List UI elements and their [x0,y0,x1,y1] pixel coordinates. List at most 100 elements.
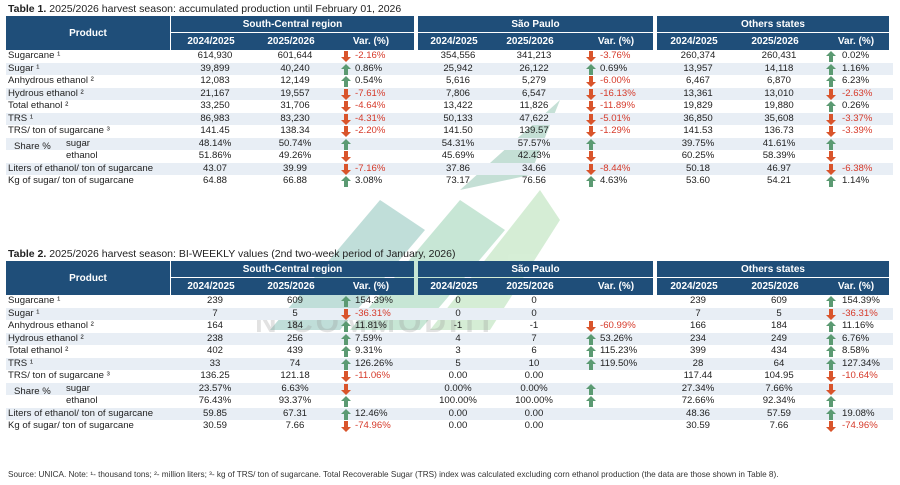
variation-value: -36.31% [842,307,878,319]
cell-value: 136.25 [200,370,230,381]
cell-value: 93.37% [278,395,312,406]
arrow-up-icon [826,396,836,407]
cell-value: 439 [286,345,303,356]
arrow-up-icon [341,76,351,87]
cell-value: 12,149 [280,75,310,86]
cell-value: 117.44 [683,370,713,381]
cell-value: 601,644 [277,50,313,61]
cell-value: 609 [770,295,787,306]
cell-value: 13,010 [764,87,794,99]
variation-value: 9.31% [355,345,383,356]
cell-value: 141.50 [443,125,473,136]
cell-value: 30.59 [202,420,227,431]
cell-value: 260,374 [680,50,716,61]
variation-value: -2.20% [355,125,386,136]
cell-value: 57.59 [766,407,791,419]
arrow-up-icon [586,138,596,150]
arrow-up-icon [826,176,836,187]
row-label: Total ethanol ² [8,100,69,111]
row-label: Sugarcane ¹ [8,295,61,306]
cell-value: 7 [695,307,701,319]
cell-value: 11,826 [519,100,549,111]
cell-value: 4 [455,332,461,344]
cell-value: 7 [531,332,537,344]
arrow-up-icon [341,346,351,357]
arrow-up-icon [826,408,836,420]
arrow-up-icon [341,296,351,307]
variation-value: -6.38% [842,162,873,174]
arrow-down-icon [586,88,596,100]
cell-value: 0.00 [524,370,544,381]
variation-value: -6.00% [600,75,631,86]
arrow-up-icon [341,396,351,407]
row-label: ethanol [66,150,98,161]
arrow-down-icon [586,113,596,125]
variation-value: 119.50% [600,357,638,369]
table-row: Sugarcane ¹ 614,930 601,644 -2.16% 354,556 34… [6,50,893,63]
cell-value: 25,942 [443,62,473,74]
variation-value: -74.96% [842,420,878,431]
variation-value: 53.26% [600,332,633,344]
table-row: Total ethanol ² 402 439 9.31% 3 6 115.23% 399 43… [6,345,893,358]
table-row: TRS ¹ 33 74 126.26% 5 10 119.50% 28 64 127.34% [6,357,893,370]
table-row: sugar Share % 48.14% 50.74% 54.31% 57.57% 39.7… [6,137,893,152]
cell-value: 72.66% [681,395,715,406]
variation-value: 6.76% [842,332,870,344]
arrow-down-icon [826,88,836,100]
column-header: Var. (%) [837,36,875,47]
table-row: TRS/ ton of sugarcane ³ 136.25 121.18 -11.0… [6,370,893,383]
cell-value: 5,616 [445,75,470,86]
arrow-down-icon [826,371,836,382]
cell-value: 5,279 [521,75,546,86]
cell-value: 0 [455,295,461,306]
cell-value: 239 [689,295,706,306]
variation-value: 0.02% [842,50,870,61]
column-header: 2025/2026 [751,281,799,292]
row-label: Kg of sugar/ ton of sugarcane [8,175,134,186]
row-label: Sugarcane ¹ [8,50,61,61]
variation-value: -1.29% [600,125,631,136]
variation-value: -7.16% [355,162,386,174]
cell-value: 6,870 [766,75,791,86]
column-header: 2025/2026 [267,36,315,47]
row-label: Kg of sugar/ ton of sugarcane [8,420,134,431]
table-row: Liters of ethanol/ ton of sugarcane 59.85… [6,407,893,420]
cell-value: 47,622 [519,112,549,124]
cell-value: 12,083 [200,75,230,86]
cell-value: 86,983 [200,112,230,124]
cell-value: 83,230 [280,112,310,124]
arrow-down-icon [341,421,351,432]
row-label: ethanol [66,395,98,406]
arrow-down-icon [586,51,596,62]
cell-value: 35,608 [764,112,794,124]
arrow-down-icon [826,308,836,320]
row-label: TRS ¹ [8,357,34,369]
arrow-down-icon [341,51,351,62]
arrow-down-icon [826,163,836,175]
arrow-down-icon [586,321,596,332]
column-header: 2025/2026 [267,281,315,292]
arrow-up-icon [586,63,596,75]
cell-value: 31,706 [280,100,310,111]
cell-value: 0 [455,307,461,319]
table-row: Kg of sugar/ ton of sugarcane 64.88 66.88 3… [6,175,893,188]
cell-value: 57.57% [517,137,551,149]
cell-value: 234 [689,332,706,344]
cell-value: 30.59 [685,420,710,431]
cell-value: 33 [209,357,221,369]
cell-value: 100.00% [439,395,477,406]
row-label: sugar [66,382,90,394]
cell-value: 54.31% [441,137,475,149]
column-header: Var. (%) [352,281,390,292]
variation-value: -8.44% [600,162,631,174]
row-label: Liters of ethanol/ ton of sugarcane [8,162,154,174]
column-header: 2024/2025 [670,281,718,292]
column-header: 2025/2026 [506,281,554,292]
arrow-up-icon [826,333,836,345]
table-row: ethanol 51.86% 49.26% 45.69% 42.43% 60.25% 58.… [6,150,893,163]
row-label: Hydrous ethanol ² [8,332,84,344]
cell-value: 58.39% [762,150,796,161]
cell-value: 260,431 [761,50,797,61]
cell-value: 46.97 [766,162,791,174]
region-header: São Paulo [418,16,653,32]
